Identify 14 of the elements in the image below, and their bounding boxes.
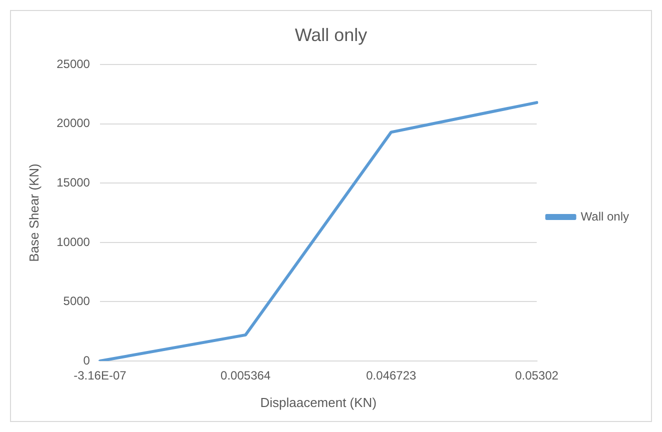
y-tick-label: 15000: [56, 175, 90, 190]
y-tick-label: 5000: [63, 294, 90, 308]
x-tick-label: 0.005364: [220, 368, 271, 383]
y-tick-label: 20000: [56, 116, 90, 130]
y-tick-label: 10000: [56, 234, 90, 249]
y-tick-label: 25000: [56, 56, 90, 71]
x-tick-label: 0.046723: [366, 368, 417, 383]
y-tick-label: 0: [83, 353, 90, 368]
x-tick-label: 0.05302: [515, 368, 559, 383]
chart-title: Wall only: [294, 24, 368, 45]
y-axis-title: Base Shear (KN): [26, 164, 42, 262]
legend-label: Wall only: [580, 209, 629, 224]
x-tick-label: -3.16E-07: [74, 368, 127, 383]
x-axis-title: Displaacement (KN): [260, 394, 377, 410]
